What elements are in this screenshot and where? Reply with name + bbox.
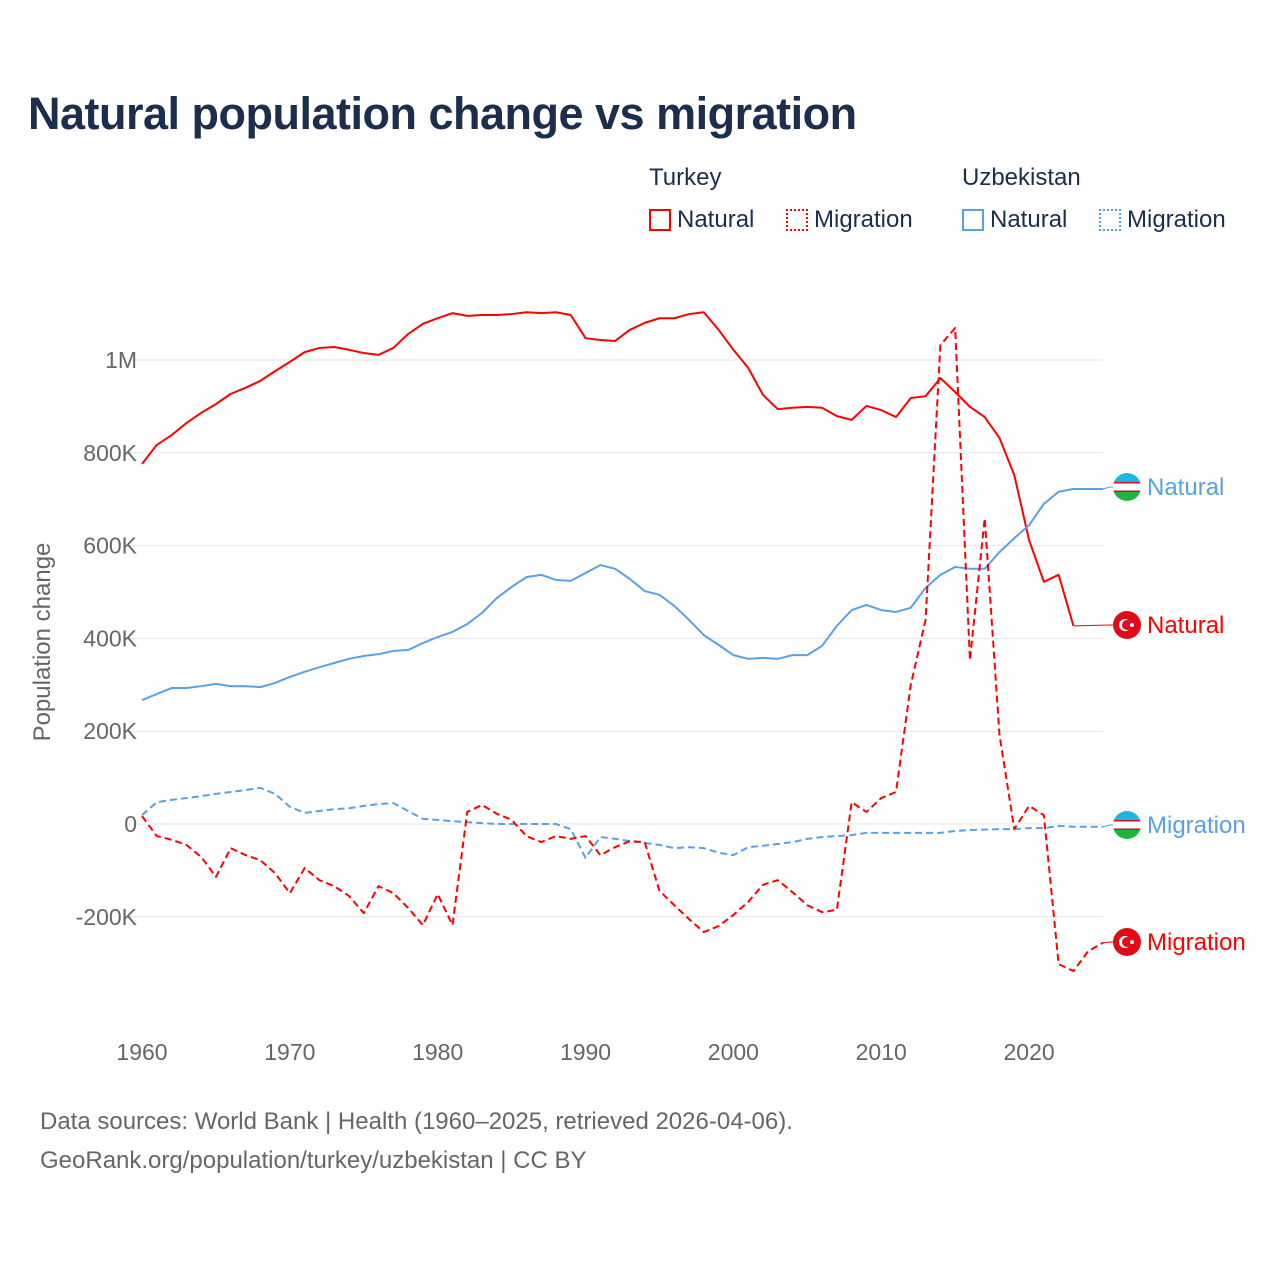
x-tick-label: 2020 xyxy=(1003,1039,1054,1065)
x-tick-label: 2000 xyxy=(708,1039,759,1065)
turkey-flag-icon xyxy=(1113,928,1141,956)
end-label: Natural xyxy=(1147,612,1224,639)
legend-swatch-dotted-red xyxy=(786,209,808,231)
y-tick-label: 1M xyxy=(105,347,137,373)
flag-stripe-blue xyxy=(1113,473,1141,482)
end-label: Migration xyxy=(1147,812,1246,839)
x-tick-label: 2010 xyxy=(856,1039,907,1065)
flag-stripes xyxy=(1113,473,1141,501)
footer-sources: Data sources: World Bank | Health (1960–… xyxy=(40,1108,793,1135)
x-tick-label: 1980 xyxy=(412,1039,463,1065)
flag-stripes xyxy=(1113,811,1141,839)
flag-line-red xyxy=(1113,828,1141,830)
legend-group-turkey: Turkey xyxy=(649,164,722,191)
uzbekistan-flag-icon xyxy=(1113,473,1141,501)
legend-uzbekistan-migration[interactable]: Migration xyxy=(1099,206,1226,234)
flag-stripe-green xyxy=(1113,830,1141,839)
x-tick-label: 1990 xyxy=(560,1039,611,1065)
legend-label: Natural xyxy=(677,206,755,233)
uzbekistan-flag-icon xyxy=(1113,811,1141,839)
legend-swatch-solid-red xyxy=(649,209,671,231)
x-tick-label: 1970 xyxy=(264,1039,315,1065)
legend-label: Migration xyxy=(1127,206,1226,233)
flag-stripe-green xyxy=(1113,492,1141,501)
x-tick-label: 1960 xyxy=(116,1039,167,1065)
legend-uzbekistan-natural[interactable]: Natural xyxy=(962,206,1067,234)
y-tick-label: 200K xyxy=(83,718,137,744)
flag-star xyxy=(1130,940,1134,944)
legend-turkey-migration[interactable]: Migration xyxy=(786,206,913,234)
y-tick-label: 800K xyxy=(83,440,137,466)
series-line-uzbekistan-migration xyxy=(141,786,1103,859)
flag-line-red xyxy=(1113,490,1141,492)
y-tick-label: 400K xyxy=(83,625,137,651)
y-tick-label: -200K xyxy=(76,904,138,930)
legend-swatch-solid-blue xyxy=(962,209,984,231)
flag-stripe-white xyxy=(1113,482,1141,492)
series-line-turkey-migration xyxy=(141,326,1104,973)
legend-label: Migration xyxy=(814,206,913,233)
y-axis-label: Population change xyxy=(29,543,56,742)
flag-crescent-inner xyxy=(1122,937,1132,947)
series-line-turkey-natural xyxy=(141,311,1075,627)
legend-swatch-dotted-blue xyxy=(1099,209,1121,231)
y-tick-label: 0 xyxy=(124,811,137,837)
legend-group-uzbekistan: Uzbekistan xyxy=(962,164,1081,191)
legend-label: Natural xyxy=(990,206,1068,233)
flag-star xyxy=(1130,623,1134,627)
end-label: Migration xyxy=(1147,929,1246,956)
legend-turkey-natural[interactable]: Natural xyxy=(649,206,754,234)
end-label: Natural xyxy=(1147,474,1224,501)
flag-line-red xyxy=(1113,482,1141,484)
y-tick-label: 600K xyxy=(83,533,137,559)
series-line-uzbekistan-natural xyxy=(141,487,1103,702)
flag-line-red xyxy=(1113,820,1141,822)
flag-stripe-blue xyxy=(1113,811,1141,820)
footer-attribution: GeoRank.org/population/turkey/uzbekistan… xyxy=(40,1147,587,1174)
flag-stripe-white xyxy=(1113,820,1141,830)
turkey-flag-icon xyxy=(1113,611,1141,639)
flag-crescent-inner xyxy=(1122,620,1132,630)
chart-title: Natural population change vs migration xyxy=(28,88,857,139)
